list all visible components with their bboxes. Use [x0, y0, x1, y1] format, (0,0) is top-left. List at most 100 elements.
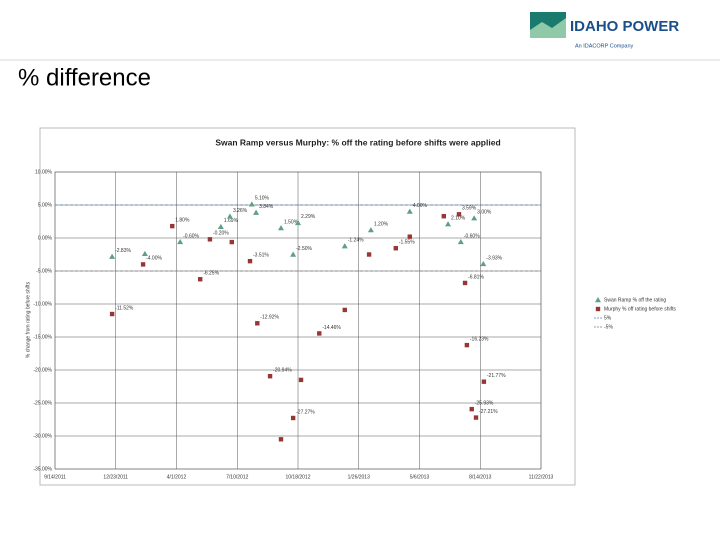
point	[457, 238, 464, 245]
point	[406, 208, 413, 214]
point	[248, 201, 255, 207]
data-label: -27.27%	[296, 409, 315, 415]
point	[469, 406, 474, 412]
legend-label: 5%	[604, 315, 612, 321]
data-label: 2.10%	[451, 215, 466, 221]
point	[445, 221, 452, 227]
slide-title: % difference	[18, 64, 151, 91]
point	[366, 252, 372, 257]
point	[295, 219, 301, 226]
data-label: -20.94%	[273, 368, 292, 374]
y-tick-label: 10.00%	[35, 169, 53, 175]
legend-marker	[595, 297, 601, 303]
point	[393, 246, 399, 251]
data-label: 1.80%	[175, 217, 190, 223]
data-label: 3.84%	[259, 204, 274, 210]
x-tick-label: 11/22/2013	[529, 474, 554, 480]
point	[141, 250, 148, 257]
point	[267, 374, 273, 379]
y-tick-label: 5.00%	[38, 202, 53, 208]
y-tick-label: -5.00%	[36, 268, 52, 274]
y-tick-label: -20.00%	[33, 367, 52, 373]
point	[197, 277, 203, 282]
point	[277, 225, 284, 231]
point	[247, 258, 253, 264]
data-label: -0.20%	[213, 231, 229, 237]
data-label: -16.23%	[470, 336, 489, 342]
y-tick-label: -35.00%	[33, 466, 52, 472]
x-tick-label: 12/23/2011	[103, 474, 128, 480]
point	[255, 321, 260, 326]
data-label: 1.69%	[224, 218, 239, 224]
chart-frame	[39, 127, 576, 486]
point	[207, 237, 213, 242]
point	[109, 311, 115, 317]
x-tick-label: 1/26/2013	[348, 474, 370, 480]
y-tick-label: -30.00%	[33, 433, 52, 439]
point	[317, 331, 322, 336]
data-label: 3.26%	[233, 208, 248, 214]
logo-text: IDAHO POWER	[570, 18, 679, 35]
y-axis-label: % change from rating before shifts	[25, 281, 31, 358]
data-label: -11.52%	[115, 305, 134, 311]
logo-tagline: An IDACORP Company	[575, 43, 634, 49]
point	[367, 227, 374, 233]
data-label: -1.24%	[348, 238, 364, 244]
data-label: 5.10%	[255, 196, 270, 202]
point	[342, 307, 347, 313]
point	[407, 234, 412, 239]
x-tick-label: 4/1/2012	[167, 474, 187, 480]
point	[140, 262, 146, 267]
data-label: -3.51%	[253, 252, 269, 258]
chart-title: Swan Ramp versus Murphy: % off the ratin…	[215, 137, 500, 147]
data-label: 3.59%	[462, 206, 477, 212]
x-tick-label: 8/14/2013	[469, 474, 491, 480]
point	[298, 377, 304, 383]
y-tick-label: -10.00%	[33, 301, 52, 307]
point	[170, 223, 175, 229]
point	[290, 251, 297, 257]
y-tick-label: -25.00%	[33, 400, 52, 406]
point	[217, 223, 224, 230]
x-tick-label: 5/6/2013	[410, 474, 430, 480]
point	[278, 437, 284, 442]
data-label: 2.29%	[301, 214, 316, 220]
point	[226, 213, 233, 219]
data-label: -12.92%	[260, 315, 279, 321]
point	[464, 342, 470, 348]
data-label: -6.25%	[203, 271, 219, 277]
point	[177, 238, 184, 245]
data-label: -1.55%	[399, 240, 415, 246]
data-label: -25.93%	[475, 400, 494, 406]
point	[290, 415, 296, 421]
legend-marker	[595, 306, 601, 312]
data-label: -0.60%	[183, 233, 199, 239]
data-label: -0.60%	[464, 233, 480, 239]
data-label: 3.00%	[477, 210, 492, 216]
data-label: -2.83%	[115, 248, 131, 254]
legend-label: -5%	[604, 324, 613, 330]
point	[473, 415, 479, 420]
data-label: -27.21%	[479, 409, 498, 415]
x-tick-label: 10/18/2012	[285, 474, 310, 480]
point	[480, 260, 487, 267]
data-label: -4.00%	[146, 256, 162, 262]
data-label: -14.46%	[322, 325, 341, 331]
point	[109, 253, 116, 259]
data-label: -6.81%	[468, 274, 484, 280]
y-tick-label: 0.00%	[38, 235, 53, 241]
data-label: -21.77%	[487, 373, 506, 379]
data-label: 4.00%	[413, 203, 428, 209]
point	[229, 239, 234, 245]
x-tick-label: 9/14/2011	[44, 474, 66, 480]
data-label: 1.50%	[284, 219, 299, 225]
point	[456, 212, 462, 217]
data-label: -3.93%	[486, 255, 502, 261]
legend-label: Swan Ramp % off the rating	[604, 297, 666, 303]
logo-mountain	[530, 18, 566, 38]
point	[481, 379, 487, 384]
x-tick-label: 7/10/2012	[226, 474, 248, 480]
point	[253, 209, 260, 215]
point	[462, 280, 468, 286]
